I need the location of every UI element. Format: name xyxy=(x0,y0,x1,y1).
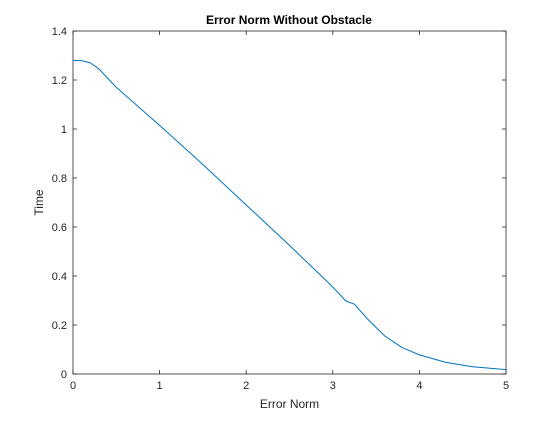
x-tick-label: 5 xyxy=(503,380,509,392)
x-tick-label: 4 xyxy=(416,380,422,392)
y-tick-label: 0.4 xyxy=(52,271,67,283)
x-axis-label: Error Norm xyxy=(260,397,319,411)
y-tick-label: 0 xyxy=(61,369,67,381)
y-tick-label: 0.6 xyxy=(52,222,67,234)
chart-title: Error Norm Without Obstacle xyxy=(206,13,372,27)
y-tick-label: 0.2 xyxy=(52,320,67,332)
axes-box xyxy=(72,30,507,375)
y-tick-label: 1.4 xyxy=(52,26,67,38)
y-tick-label: 1 xyxy=(61,124,67,136)
y-tick-label: 0.8 xyxy=(52,173,67,185)
x-tick-label: 0 xyxy=(70,380,76,392)
series-line xyxy=(72,59,507,371)
tick-marks xyxy=(72,30,507,375)
y-tick-label: 1.2 xyxy=(52,75,67,87)
plot-area: 0 1 2 3 4 5 0 0.2 0.4 0.6 0.8 1 1.2 1.4 xyxy=(52,26,509,392)
x-tick-label: 3 xyxy=(330,380,336,392)
y-axis-label: Time xyxy=(32,189,46,216)
x-tick-labels: 0 1 2 3 4 5 xyxy=(70,380,509,392)
y-tick-labels: 0 0.2 0.4 0.6 0.8 1 1.2 1.4 xyxy=(52,26,67,381)
series-group xyxy=(72,59,507,371)
x-tick-label: 2 xyxy=(243,380,249,392)
x-tick-label: 1 xyxy=(157,380,163,392)
